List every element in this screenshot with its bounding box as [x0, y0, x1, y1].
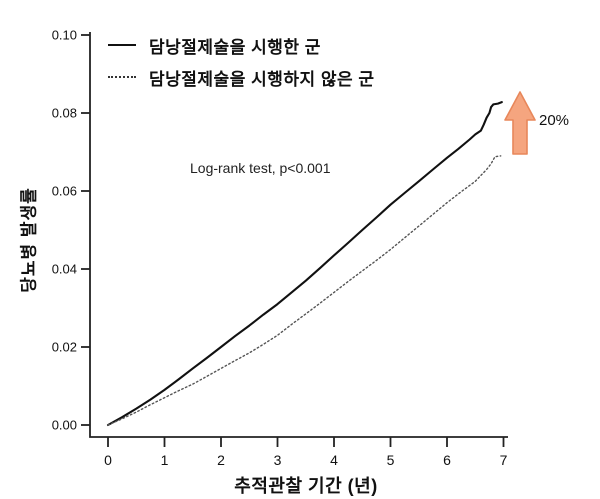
- arrow-percentage-label: 20%: [539, 112, 570, 129]
- legend-label-cholecystectomy-group: 담낭절제술을 시행한 군: [149, 37, 321, 57]
- x-axis-title: 추적관찰 기간 (년): [234, 476, 378, 496]
- x-tick-label: 2: [217, 452, 225, 468]
- increase-arrow: [504, 91, 536, 155]
- y-tick-label: 0.00: [52, 418, 77, 433]
- legend-item-no-cholecystectomy-group: 담낭절제술을 시행하지 않은 군: [108, 65, 375, 89]
- y-axis-title: 당뇨병 발생률: [19, 187, 39, 293]
- series-line-solid: [106, 101, 503, 427]
- x-tick-label: 4: [330, 452, 338, 468]
- x-tick-label: 1: [161, 452, 169, 468]
- legend-label-no-cholecystectomy-group: 담낭절제술을 시행하지 않은 군: [149, 69, 375, 89]
- axis-line: [89, 32, 508, 438]
- x-tick-label: 0: [104, 452, 112, 468]
- y-tick-label: 0.08: [52, 106, 77, 121]
- legend-item-cholecystectomy-group: 담낭절제술을 시행한 군: [108, 33, 375, 57]
- y-tick-label: 0.10: [52, 28, 77, 43]
- x-tick-label: 7: [500, 452, 508, 468]
- x-tick-label: 3: [274, 452, 282, 468]
- y-tick-label: 0.06: [52, 184, 77, 199]
- legend: 담낭절제술을 시행한 군 담낭절제술을 시행하지 않은 군: [108, 33, 375, 97]
- y-tick-label: 0.04: [52, 262, 77, 277]
- x-tick-label: 5: [387, 452, 395, 468]
- y-tick-label: 0.02: [52, 340, 77, 355]
- series-line-dotted: [107, 155, 502, 426]
- x-tick-label: 6: [443, 452, 451, 468]
- logrank-annotation: Log-rank test, p<0.001: [190, 160, 331, 176]
- solid-line-swatch: [108, 44, 136, 46]
- dotted-line-swatch: [108, 76, 136, 78]
